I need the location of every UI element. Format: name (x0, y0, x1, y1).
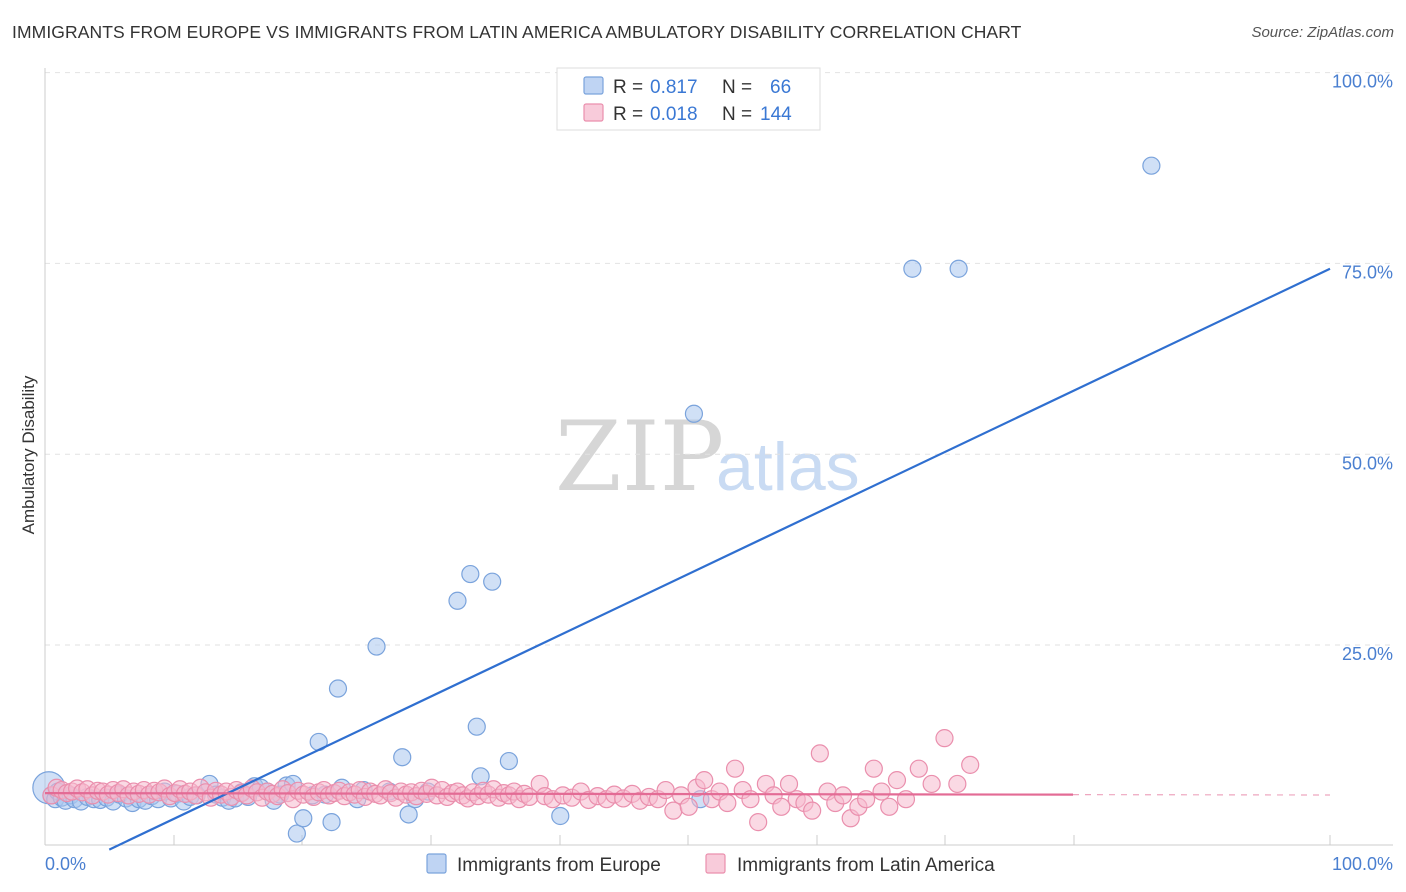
legend-n-value-latin-america: 144 (760, 104, 792, 125)
y-tick-label-1: 50.0% (1342, 453, 1393, 473)
europe-point (1142, 156, 1161, 175)
latin-america-point (803, 801, 822, 820)
europe-point (461, 564, 480, 584)
latin-america-point (718, 793, 737, 813)
latin-america-point (909, 759, 928, 778)
legend-r-label-europe: R = (613, 77, 643, 98)
legend-r-value-europe: 0.817 (650, 77, 698, 98)
europe-point (287, 824, 306, 843)
europe-point (684, 404, 704, 423)
latin-america-point (961, 755, 980, 774)
latin-america-point (935, 729, 954, 748)
europe-point (399, 805, 418, 824)
europe-point (499, 751, 518, 771)
x-tick-labels: 0.0% 100.0% (45, 854, 1393, 874)
europe-point (294, 809, 313, 828)
legend-n-value-europe: 66 (770, 77, 791, 98)
latin-america-point (772, 797, 791, 816)
europe-point (903, 259, 922, 278)
europe-point (467, 717, 486, 736)
latin-america-point (810, 744, 829, 763)
watermark-atlas: atlas (716, 429, 860, 505)
europe-point (367, 637, 386, 656)
stats-legend: R = 0.817 N = 66 R = 0.018 N = 144 (556, 67, 821, 131)
latin-america-point (749, 813, 768, 832)
x-tick-label-1: 100.0% (1332, 854, 1393, 874)
latin-america-point (948, 774, 967, 794)
latin-america-point (922, 774, 941, 794)
latin-america-point (880, 797, 899, 816)
series-legend: Immigrants from Europe Immigrants from L… (426, 853, 995, 876)
latin-america-point (864, 759, 883, 778)
europe-trend-line (108, 267, 1331, 851)
axes (44, 68, 1393, 846)
legend-swatch-latin-america (583, 103, 604, 122)
bottom-legend-swatch-europe (426, 853, 447, 874)
europe-point (483, 572, 502, 591)
y-tick-labels: 25.0% 50.0% 75.0% 100.0% (1332, 72, 1393, 664)
latin-america-point (679, 797, 698, 816)
europe-point (551, 806, 570, 826)
latin-america-point (896, 790, 916, 809)
y-axis-label: Ambulatory Disability (19, 375, 38, 534)
source-label: Source: ZipAtlas.com (1251, 24, 1394, 41)
latin-america-point (887, 771, 907, 790)
y-tick-label-0: 25.0% (1342, 644, 1393, 664)
latin-america-point (779, 774, 799, 794)
y-tick-label-2: 75.0% (1342, 263, 1393, 283)
chart-title: IMMIGRANTS FROM EUROPE VS IMMIGRANTS FRO… (12, 22, 1022, 42)
legend-r-label-latin-america: R = (613, 104, 643, 125)
latin-america-trend-line (44, 791, 1074, 796)
latin-america-point (872, 782, 891, 801)
europe-point (949, 259, 968, 278)
europe-point (322, 813, 341, 832)
y-tick-label-3: 100.0% (1332, 72, 1393, 92)
x-tick-label-0: 0.0% (45, 854, 86, 874)
bottom-legend-swatch-latin-america (705, 853, 726, 874)
legend-n-label-europe: N = (722, 77, 752, 98)
legend-swatch-europe (583, 76, 604, 95)
watermark: ZIP atlas (555, 401, 860, 513)
trend-lines (44, 267, 1331, 851)
latin-america-point (695, 771, 714, 790)
latin-america-point (664, 801, 683, 820)
europe-point (393, 748, 412, 767)
legend-r-value-latin-america: 0.018 (650, 104, 698, 125)
bottom-legend-label-europe: Immigrants from Europe (457, 855, 661, 876)
legend-n-label-latin-america: N = (722, 104, 752, 125)
latin-america-point (656, 780, 675, 800)
latin-america-point (725, 759, 745, 778)
bottom-legend-label-latin-america: Immigrants from Latin America (737, 855, 995, 876)
europe-point (328, 679, 348, 698)
europe-point (448, 591, 467, 610)
